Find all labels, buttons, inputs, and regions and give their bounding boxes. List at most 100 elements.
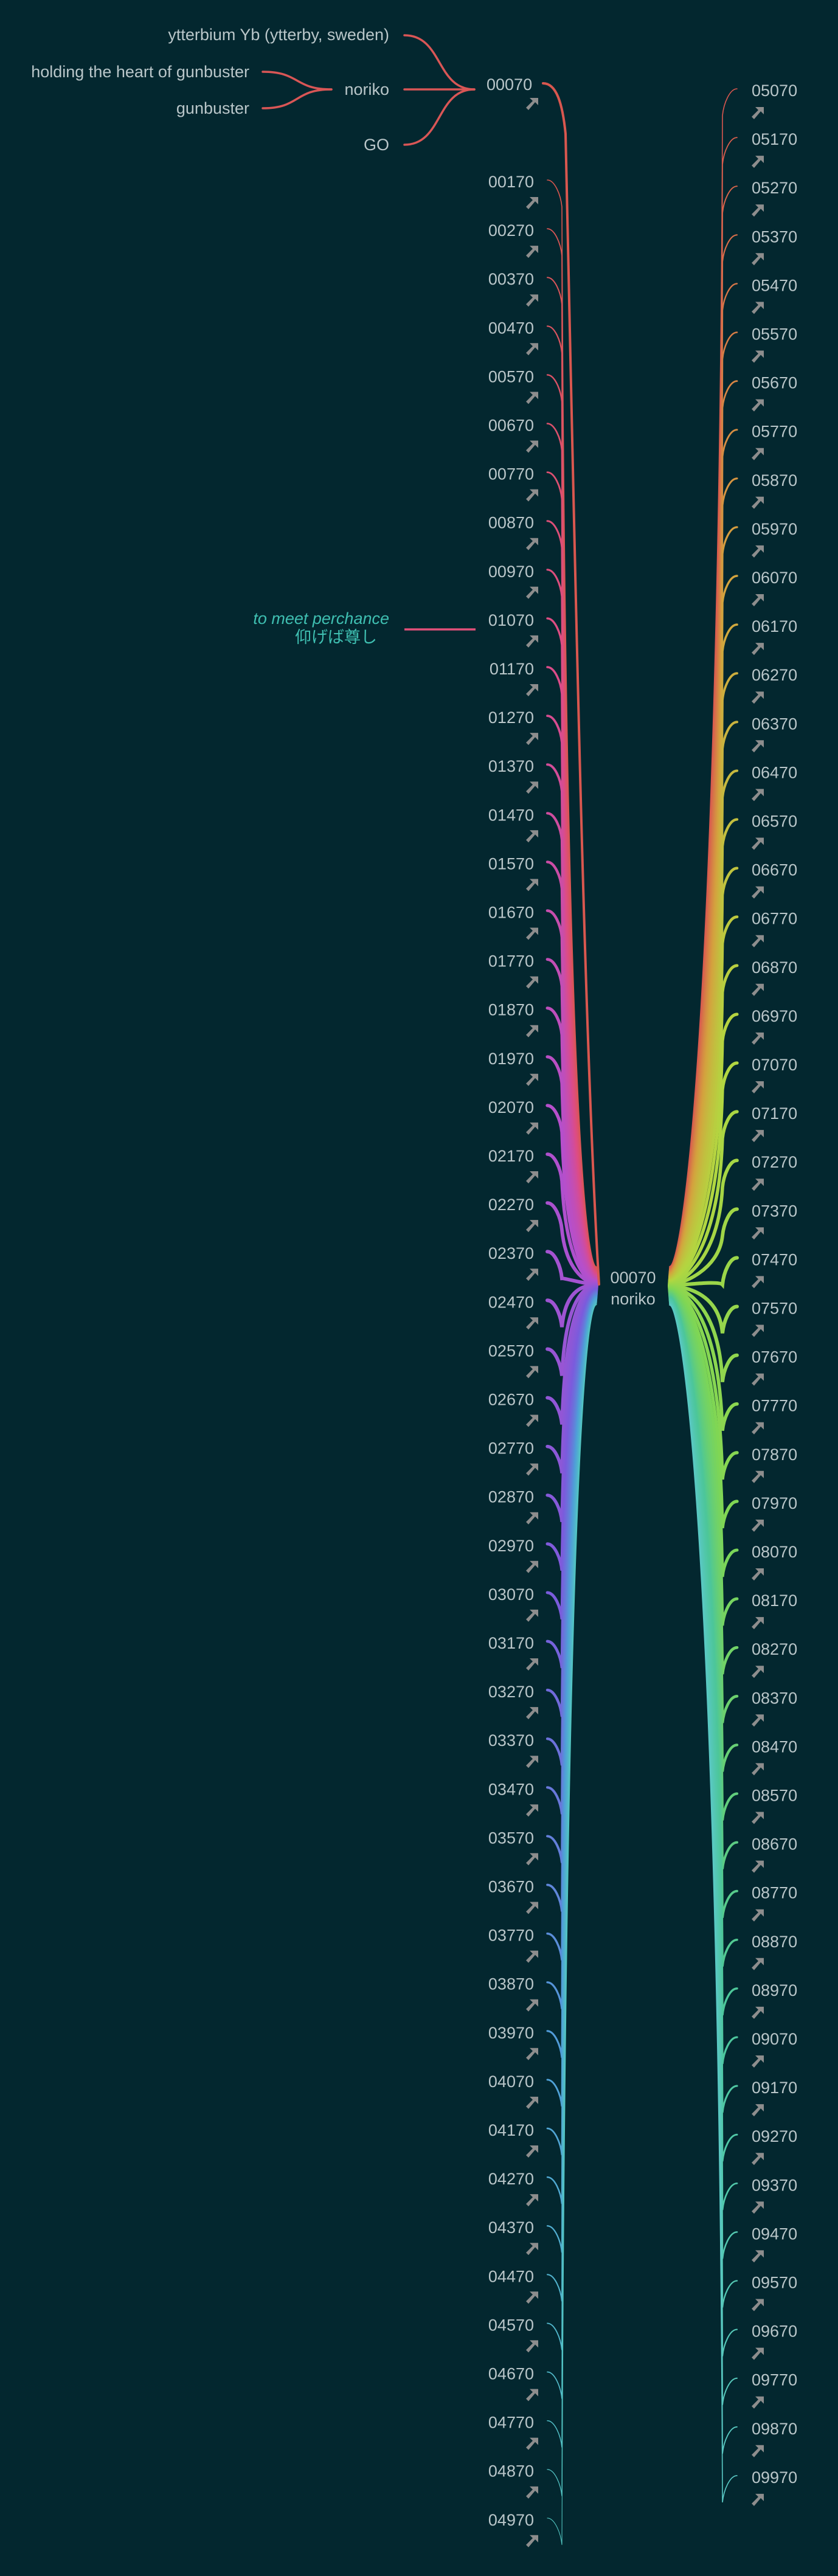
arrow-link-icon[interactable]	[526, 830, 538, 843]
arrow-link-icon[interactable]	[526, 1902, 538, 1914]
arrow-link-icon[interactable]	[526, 440, 538, 453]
arrow-link-icon[interactable]	[526, 197, 538, 209]
arrow-link-icon[interactable]	[752, 2493, 764, 2506]
arrow-link-icon[interactable]	[752, 1909, 764, 1922]
arrow-link-icon[interactable]	[526, 733, 538, 746]
arrow-link-icon[interactable]	[526, 538, 538, 550]
arrow-link-icon[interactable]	[752, 1179, 764, 1191]
arrow-link-icon[interactable]	[526, 586, 538, 599]
arrow-link-icon[interactable]	[752, 2250, 764, 2263]
arrow-link-icon[interactable]	[526, 2096, 538, 2109]
arrow-link-icon[interactable]	[752, 2055, 764, 2068]
arrow-link-icon[interactable]	[752, 935, 764, 947]
arrow-link-icon[interactable]	[752, 691, 764, 704]
arrow-link-icon[interactable]	[752, 1470, 764, 1483]
arrow-link-icon[interactable]	[752, 1617, 764, 1630]
arrow-link-icon[interactable]	[752, 1812, 764, 1824]
arrow-link-icon[interactable]	[526, 1269, 538, 1281]
arrow-link-icon[interactable]	[752, 253, 764, 266]
arrow-link-icon[interactable]	[752, 204, 764, 217]
arrow-link-icon[interactable]	[526, 2048, 538, 2060]
arrow-link-icon[interactable]	[752, 302, 764, 314]
arrow-link-icon[interactable]	[752, 1568, 764, 1581]
arrow-link-icon[interactable]	[752, 1860, 764, 1873]
arrow-link-icon[interactable]	[752, 1763, 764, 1776]
arrow-link-icon[interactable]	[526, 1560, 538, 1573]
arrow-link-icon[interactable]	[526, 684, 538, 696]
arrow-link-icon[interactable]	[526, 2243, 538, 2256]
arrow-link-icon[interactable]	[526, 1756, 538, 1768]
arrow-link-icon[interactable]	[752, 399, 764, 412]
arrow-link-icon[interactable]	[752, 837, 764, 850]
arrow-link-icon[interactable]	[526, 2194, 538, 2207]
arrow-link-icon[interactable]	[752, 1519, 764, 1532]
arrow-link-icon[interactable]	[752, 545, 764, 558]
arrow-link-icon[interactable]	[526, 1950, 538, 1963]
arrow-link-icon[interactable]	[526, 1122, 538, 1135]
arrow-link-icon[interactable]	[752, 594, 764, 606]
arrow-link-icon[interactable]	[526, 927, 538, 940]
arrow-link-icon[interactable]	[752, 2396, 764, 2409]
arrow-link-icon[interactable]	[752, 156, 764, 168]
arrow-link-icon[interactable]	[526, 489, 538, 502]
arrow-link-icon[interactable]	[526, 343, 538, 356]
arrow-link-icon[interactable]	[752, 2153, 764, 2166]
arrow-link-icon[interactable]	[526, 1220, 538, 1233]
arrow-link-icon[interactable]	[752, 1227, 764, 1240]
arrow-link-icon[interactable]	[526, 1073, 538, 1086]
arrow-link-icon[interactable]	[526, 98, 538, 110]
arrow-link-icon[interactable]	[526, 1609, 538, 1622]
arrow-link-icon[interactable]	[526, 1512, 538, 1525]
arrow-link-icon[interactable]	[526, 1658, 538, 1671]
arrow-link-icon[interactable]	[526, 781, 538, 794]
arrow-link-icon[interactable]	[526, 1414, 538, 1427]
arrow-link-icon[interactable]	[526, 1463, 538, 1476]
arrow-link-icon[interactable]	[752, 448, 764, 460]
arrow-link-icon[interactable]	[752, 1130, 764, 1143]
arrow-link-icon[interactable]	[526, 2486, 538, 2499]
arrow-link-icon[interactable]	[526, 1317, 538, 1330]
arrow-link-icon[interactable]	[526, 246, 538, 258]
arrow-link-icon[interactable]	[752, 740, 764, 753]
arrow-link-icon[interactable]	[752, 496, 764, 509]
arrow-link-icon[interactable]	[752, 350, 764, 363]
arrow-link-icon[interactable]	[526, 1171, 538, 1183]
arrow-link-icon[interactable]	[752, 983, 764, 996]
arrow-link-icon[interactable]	[526, 976, 538, 989]
arrow-link-icon[interactable]	[752, 2299, 764, 2311]
arrow-link-icon[interactable]	[752, 1276, 764, 1289]
arrow-link-icon[interactable]	[526, 1707, 538, 1720]
arrow-link-icon[interactable]	[752, 2445, 764, 2457]
arrow-link-icon[interactable]	[752, 1032, 764, 1045]
arrow-link-icon[interactable]	[526, 2535, 538, 2547]
arrow-link-icon[interactable]	[752, 1958, 764, 1970]
arrow-link-icon[interactable]	[526, 2340, 538, 2353]
arrow-link-icon[interactable]	[752, 1081, 764, 1093]
arrow-link-icon[interactable]	[526, 1999, 538, 2012]
arrow-link-icon[interactable]	[752, 1373, 764, 1386]
arrow-link-icon[interactable]	[752, 643, 764, 656]
arrow-link-icon[interactable]	[526, 294, 538, 307]
arrow-link-icon[interactable]	[752, 886, 764, 899]
arrow-link-icon[interactable]	[752, 2201, 764, 2214]
arrow-link-icon[interactable]	[526, 1804, 538, 1817]
arrow-link-icon[interactable]	[752, 1666, 764, 1678]
arrow-link-icon[interactable]	[526, 879, 538, 892]
arrow-link-icon[interactable]	[526, 1025, 538, 1037]
arrow-link-icon[interactable]	[526, 2389, 538, 2401]
arrow-link-icon[interactable]	[752, 2347, 764, 2360]
arrow-link-icon[interactable]	[752, 789, 764, 802]
arrow-link-icon[interactable]	[526, 635, 538, 648]
arrow-link-icon[interactable]	[526, 1366, 538, 1379]
arrow-link-icon[interactable]	[526, 2291, 538, 2304]
arrow-link-icon[interactable]	[752, 2104, 764, 2117]
arrow-link-icon[interactable]	[526, 1853, 538, 1866]
arrow-link-icon[interactable]	[752, 1324, 764, 1337]
arrow-link-icon[interactable]	[752, 107, 764, 119]
arrow-link-icon[interactable]	[526, 2145, 538, 2158]
arrow-link-icon[interactable]	[526, 2437, 538, 2450]
arrow-link-icon[interactable]	[752, 1422, 764, 1435]
arrow-link-icon[interactable]	[752, 1714, 764, 1727]
center-node[interactable]: 00070 noriko	[610, 1269, 656, 1308]
arrow-link-icon[interactable]	[526, 392, 538, 404]
